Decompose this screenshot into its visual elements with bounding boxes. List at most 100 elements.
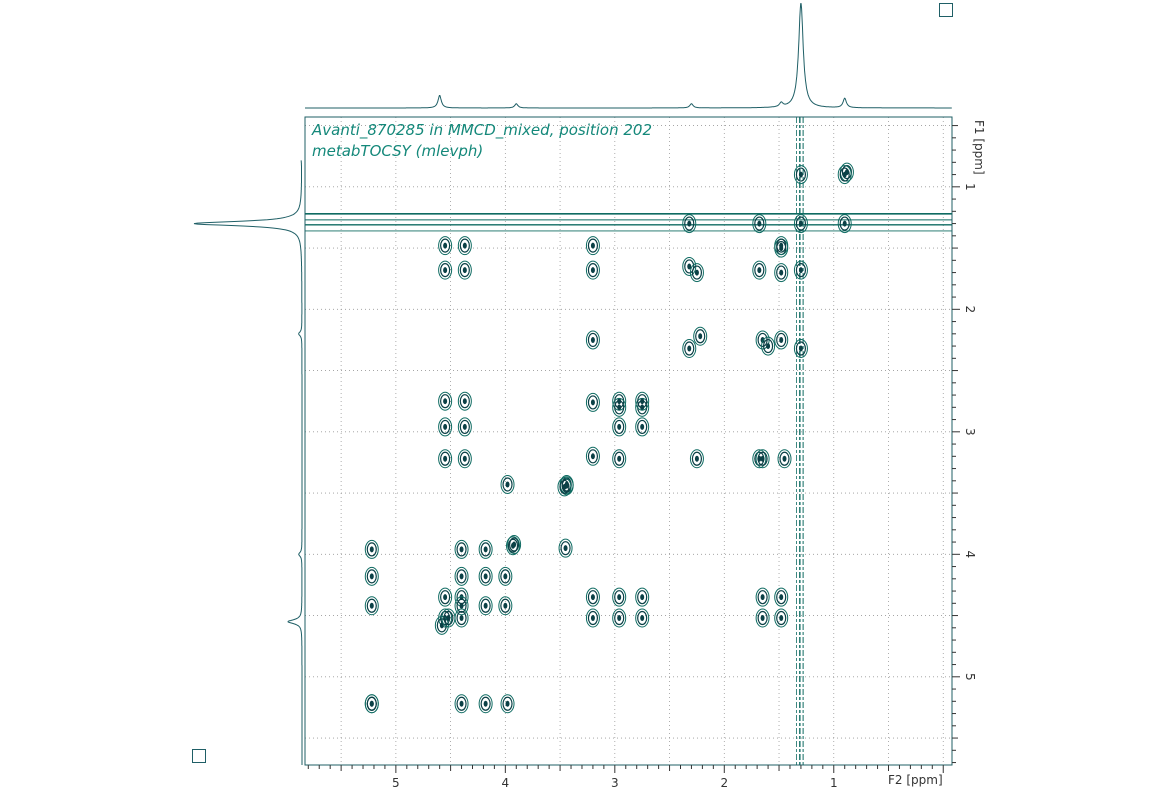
- diagonal-peak: [507, 535, 522, 555]
- f2-tick-label: 5: [392, 776, 400, 790]
- projection-toggle-box[interactable]: [939, 3, 953, 17]
- cross-peak-inner: [502, 696, 513, 711]
- cross-peak: [498, 596, 513, 616]
- cross-peak: [585, 392, 600, 412]
- cross-peak: [689, 263, 704, 283]
- cross-peak: [585, 260, 600, 280]
- cross-peak-inner: [776, 332, 787, 348]
- cross-peak: [793, 339, 808, 359]
- cross-peak-core: [369, 573, 374, 580]
- diagonal-peak-inner: [695, 329, 706, 344]
- cross-peak: [761, 336, 776, 356]
- cross-peak-inner: [459, 238, 470, 253]
- cross-peak-core: [503, 602, 508, 609]
- cross-peak-inner: [614, 590, 625, 605]
- cross-peak-inner: [691, 451, 703, 466]
- cross-peak-inner: [795, 341, 807, 356]
- cross-peak-inner: [684, 259, 695, 274]
- diagonal-peak-core: [842, 171, 847, 178]
- cross-peak: [837, 214, 852, 234]
- cross-peak-core: [766, 343, 771, 350]
- cross-peak-inner: [366, 542, 377, 557]
- cross-peak: [438, 236, 453, 256]
- cross-peak: [438, 391, 453, 411]
- cross-peak-inner: [459, 394, 470, 409]
- cross-peak: [774, 587, 789, 607]
- diagonal-peak-inner: [684, 341, 695, 356]
- diagonal-peak: [774, 236, 789, 256]
- cross-peak-core: [462, 423, 467, 430]
- cross-peak: [438, 260, 453, 280]
- cross-peak-inner: [776, 610, 787, 626]
- projection-toggle-box[interactable]: [192, 749, 206, 763]
- f1-tick-label: 4: [963, 550, 977, 558]
- diagonal-peak: [506, 536, 521, 556]
- cross-peak: [755, 449, 770, 469]
- diagonal-peak-inner: [795, 216, 807, 231]
- cross-peak-inner: [614, 400, 625, 415]
- cross-peak-core: [443, 242, 448, 249]
- experiment-title: Avanti_870285 in MMCD_mixed, position 20…: [312, 121, 653, 139]
- cross-peak: [500, 474, 515, 494]
- diagonal-peak-inner: [443, 610, 454, 626]
- diagonal-peak-core: [798, 220, 803, 227]
- cross-peak-inner: [587, 332, 599, 348]
- cross-peak-inner: [757, 451, 768, 466]
- cross-peak-core: [760, 455, 765, 462]
- cross-peak-core: [443, 423, 448, 430]
- cross-peak-core: [443, 398, 448, 405]
- cross-peak: [755, 608, 770, 628]
- cross-peak-inner: [480, 598, 491, 613]
- cross-peak-inner: [480, 569, 491, 584]
- f1-projection-trace: [193, 160, 303, 765]
- diagonal-peak-inner: [559, 479, 570, 495]
- cross-peak-inner: [839, 216, 850, 231]
- cross-peak-core: [503, 573, 508, 580]
- f2-axis-label: F2 [ppm]: [888, 773, 943, 787]
- cross-peak-core: [462, 455, 467, 462]
- cross-peak-core: [462, 398, 467, 405]
- cross-peak-inner: [500, 598, 511, 613]
- cross-peak-core: [443, 455, 448, 462]
- diagonal-peak: [441, 608, 456, 628]
- cross-peak-core: [779, 615, 784, 622]
- f2-tick-label: 3: [611, 776, 619, 790]
- f2-tick-label: 2: [720, 776, 728, 790]
- diagonal-peak: [837, 165, 852, 185]
- cross-peak-inner: [440, 263, 451, 278]
- cross-peak-inner: [456, 598, 467, 613]
- diagonal-peak-core: [439, 622, 444, 629]
- diagonal-peak-inner: [366, 696, 377, 711]
- cross-peak: [478, 539, 493, 559]
- cross-peak-core: [459, 615, 464, 622]
- cross-peak-core: [590, 242, 595, 249]
- cross-peak-inner: [587, 395, 599, 410]
- cross-peak-core: [617, 455, 622, 462]
- cross-peak-inner: [366, 569, 377, 584]
- cross-peak: [364, 539, 379, 559]
- cross-peak: [454, 596, 469, 616]
- f2-projection-trace: [305, 3, 952, 109]
- cross-peak: [457, 417, 472, 437]
- cross-peak-core: [590, 615, 595, 622]
- cross-peak: [438, 417, 453, 437]
- cross-peak-core: [459, 546, 464, 553]
- cross-peak-inner: [757, 610, 768, 626]
- cross-peak: [793, 165, 808, 185]
- cross-peak: [364, 596, 379, 616]
- cross-peak-core: [687, 263, 692, 270]
- cross-peak: [682, 214, 697, 234]
- diagonal-peak-inner: [637, 394, 648, 409]
- cross-peak: [774, 608, 789, 628]
- cross-peak: [774, 330, 789, 350]
- cross-peak-core: [505, 700, 510, 707]
- cross-peak: [635, 608, 650, 628]
- cross-peak-inner: [684, 216, 695, 231]
- cross-peak: [454, 694, 469, 714]
- cross-peak: [498, 566, 513, 586]
- cross-peak-core: [617, 615, 622, 622]
- plot-frame: [304, 116, 953, 766]
- cross-peak: [612, 608, 627, 628]
